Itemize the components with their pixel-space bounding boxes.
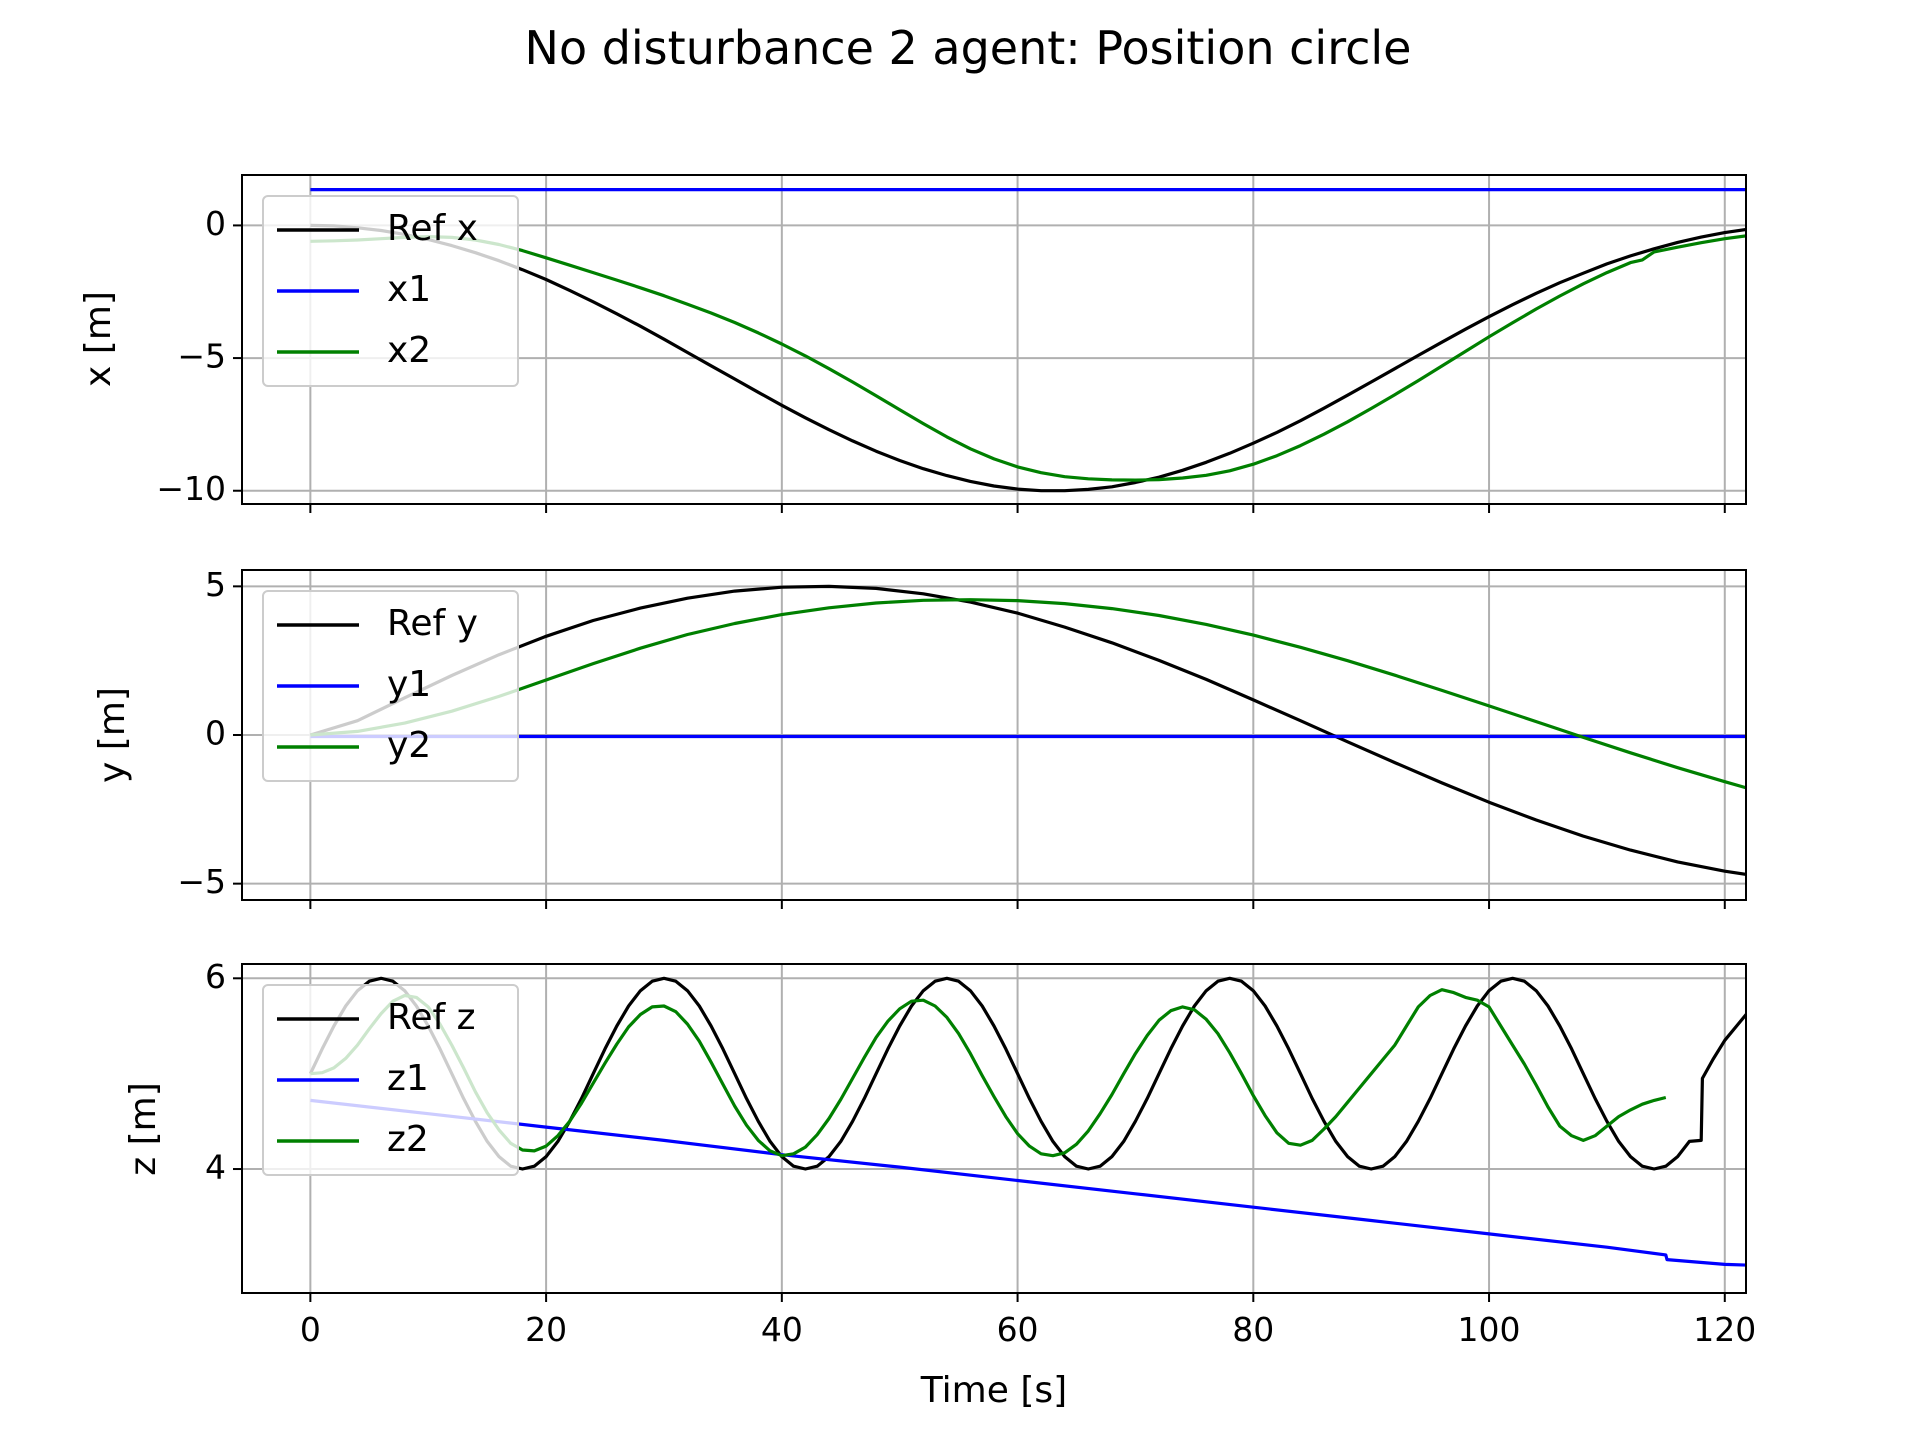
y-panel-series-ref-y <box>309 584 1746 877</box>
z-panel-xtick-label-40: 40 <box>761 1310 803 1349</box>
x-panel-ytick-label-2: 0 <box>205 204 226 243</box>
z-position-panel: 0 20 40 60 80 100 120 4 6 z [m] Ref z z1 z2 <box>123 957 1756 1349</box>
z-panel-legend-label-z2: z2 <box>387 1119 429 1160</box>
z-panel-series-z1 <box>310 1098 1746 1267</box>
y-panel-legend-box <box>262 590 519 782</box>
x-panel-series-ref-x <box>310 223 1746 493</box>
x-panel-legend-label-x1: x1 <box>387 269 431 310</box>
x-position-panel: −10 −5 0 x [m] Ref x x1 x2 <box>78 174 1747 513</box>
x-panel-ylabel: x [m] <box>78 291 119 387</box>
z-panel-ytick-label-0: 4 <box>205 1148 226 1187</box>
z-panel-legend-label-ref-z: Ref z <box>387 997 476 1038</box>
z-panel-xtick-label-120: 120 <box>1693 1310 1756 1349</box>
x-panel-legend-label-x2: x2 <box>387 330 431 371</box>
z-panel-xtick-label-20: 20 <box>525 1310 567 1349</box>
x-panel-ytick-label-1: −5 <box>177 337 226 376</box>
z-panel-xtick-label-0: 0 <box>300 1310 321 1349</box>
y-position-panel: −5 0 5 y [m] Ref y y1 y2 <box>92 565 1747 909</box>
x-panel-series-x2 <box>310 234 1746 482</box>
z-panel-series-z2 <box>310 988 1667 1158</box>
figure-title: No disturbance 2 agent: Position circle <box>525 21 1412 75</box>
x-panel-legend-label-ref-x: Ref x <box>387 208 478 249</box>
y-panel-series-y2 <box>310 598 1746 790</box>
z-panel-xtick-label-80: 80 <box>1232 1310 1274 1349</box>
z-panel-ytick-label-1: 6 <box>205 957 226 996</box>
x-panel-frame <box>241 174 1747 505</box>
y-panel-ytick-label-2: 5 <box>205 565 226 604</box>
x-panel-ytick-label-0: −10 <box>156 469 226 508</box>
z-panel-frame <box>241 963 1747 1294</box>
x-axis-title: Time [s] <box>920 1370 1067 1411</box>
y-panel-legend-label-y2: y2 <box>387 725 431 766</box>
z-panel-ylabel: z [m] <box>123 1082 164 1176</box>
y-panel-legend-label-y1: y1 <box>387 664 431 705</box>
z-panel-xtick-label-100: 100 <box>1458 1310 1521 1349</box>
y-panel-legend-label-ref-y: Ref y <box>387 603 478 644</box>
y-panel-ylabel: y [m] <box>92 687 133 783</box>
z-panel-legend-box <box>262 984 519 1176</box>
y-panel-ytick-label-0: −5 <box>177 862 226 901</box>
z-panel-xtick-label-60: 60 <box>997 1310 1039 1349</box>
y-panel-ytick-label-1: 0 <box>205 714 226 753</box>
x-panel-legend-box <box>262 195 519 387</box>
z-panel-series-ref-z <box>308 976 1746 1171</box>
z-panel-legend-label-z1: z1 <box>387 1058 429 1099</box>
